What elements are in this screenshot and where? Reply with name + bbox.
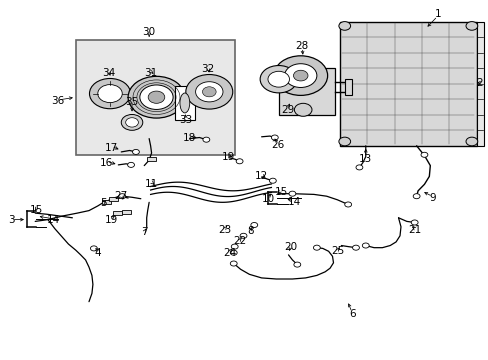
Text: 6: 6 bbox=[348, 309, 355, 319]
Circle shape bbox=[260, 66, 297, 93]
Circle shape bbox=[125, 118, 138, 127]
Circle shape bbox=[132, 149, 139, 154]
Text: 16: 16 bbox=[100, 158, 113, 168]
Text: 19: 19 bbox=[104, 215, 118, 225]
Bar bbox=[175, 86, 194, 120]
Circle shape bbox=[284, 64, 316, 87]
Circle shape bbox=[293, 70, 307, 81]
Text: 36: 36 bbox=[51, 96, 64, 106]
Circle shape bbox=[465, 137, 477, 146]
Circle shape bbox=[90, 246, 97, 251]
Circle shape bbox=[338, 137, 350, 146]
Circle shape bbox=[313, 245, 320, 250]
Circle shape bbox=[269, 178, 276, 183]
Circle shape bbox=[230, 261, 237, 266]
Text: 14: 14 bbox=[287, 197, 301, 207]
Circle shape bbox=[344, 202, 351, 207]
Text: 33: 33 bbox=[179, 114, 192, 125]
Circle shape bbox=[355, 165, 362, 170]
Text: 11: 11 bbox=[144, 179, 158, 189]
Circle shape bbox=[250, 222, 257, 228]
Ellipse shape bbox=[180, 93, 189, 113]
Circle shape bbox=[465, 22, 477, 30]
Text: 15: 15 bbox=[30, 204, 43, 215]
Circle shape bbox=[89, 78, 130, 109]
Text: 7: 7 bbox=[141, 227, 148, 237]
Circle shape bbox=[240, 233, 246, 238]
Circle shape bbox=[410, 220, 417, 225]
Text: 23: 23 bbox=[218, 225, 231, 235]
Circle shape bbox=[273, 56, 327, 95]
Circle shape bbox=[202, 87, 216, 97]
Text: 24: 24 bbox=[223, 248, 236, 258]
Text: 35: 35 bbox=[125, 96, 139, 107]
Circle shape bbox=[203, 137, 209, 142]
Text: 2: 2 bbox=[475, 78, 482, 88]
Text: 22: 22 bbox=[232, 236, 246, 246]
Text: 25: 25 bbox=[330, 246, 344, 256]
Circle shape bbox=[362, 243, 368, 248]
Text: 5: 5 bbox=[100, 198, 107, 208]
Bar bbox=[109, 197, 118, 201]
Text: 34: 34 bbox=[102, 68, 115, 78]
Text: 1: 1 bbox=[433, 9, 440, 19]
Text: 15: 15 bbox=[274, 186, 287, 197]
Bar bbox=[76, 40, 234, 155]
Text: 12: 12 bbox=[254, 171, 268, 181]
Text: 28: 28 bbox=[295, 41, 308, 51]
Circle shape bbox=[412, 194, 419, 199]
Circle shape bbox=[352, 245, 359, 250]
Circle shape bbox=[195, 82, 223, 102]
Circle shape bbox=[98, 85, 122, 103]
Text: 20: 20 bbox=[284, 242, 297, 252]
Text: 17: 17 bbox=[104, 143, 118, 153]
Bar bbox=[339, 22, 476, 146]
Circle shape bbox=[119, 194, 125, 199]
Text: 29: 29 bbox=[280, 105, 294, 115]
Circle shape bbox=[236, 159, 243, 164]
Circle shape bbox=[231, 244, 238, 249]
Circle shape bbox=[288, 191, 295, 196]
Text: 26: 26 bbox=[270, 140, 284, 150]
Circle shape bbox=[267, 71, 289, 87]
Text: 10: 10 bbox=[261, 194, 274, 204]
Circle shape bbox=[294, 103, 311, 116]
Circle shape bbox=[420, 152, 427, 157]
Bar bbox=[147, 157, 156, 161]
Circle shape bbox=[127, 162, 134, 167]
Text: 30: 30 bbox=[142, 27, 155, 37]
Text: 14: 14 bbox=[47, 215, 61, 225]
Bar bbox=[113, 211, 122, 215]
Text: 18: 18 bbox=[183, 132, 196, 143]
Circle shape bbox=[293, 262, 300, 267]
Text: 27: 27 bbox=[114, 191, 128, 201]
Circle shape bbox=[230, 250, 237, 255]
Circle shape bbox=[128, 76, 184, 118]
Text: 9: 9 bbox=[428, 193, 435, 203]
Circle shape bbox=[148, 91, 164, 103]
Circle shape bbox=[140, 85, 173, 109]
Text: 31: 31 bbox=[143, 68, 157, 78]
Text: 3: 3 bbox=[8, 215, 15, 225]
Bar bbox=[122, 210, 130, 214]
Bar bbox=[476, 22, 483, 146]
Circle shape bbox=[121, 114, 142, 130]
Text: 8: 8 bbox=[246, 226, 253, 236]
Bar bbox=[344, 79, 351, 95]
Bar bbox=[102, 200, 111, 204]
Text: 4: 4 bbox=[94, 248, 101, 258]
Circle shape bbox=[271, 135, 278, 140]
Circle shape bbox=[338, 22, 350, 30]
Text: 13: 13 bbox=[358, 154, 372, 164]
Bar bbox=[278, 68, 334, 115]
Text: 19: 19 bbox=[222, 152, 235, 162]
Text: 21: 21 bbox=[407, 225, 421, 235]
Circle shape bbox=[185, 75, 232, 109]
Text: 32: 32 bbox=[201, 64, 214, 74]
